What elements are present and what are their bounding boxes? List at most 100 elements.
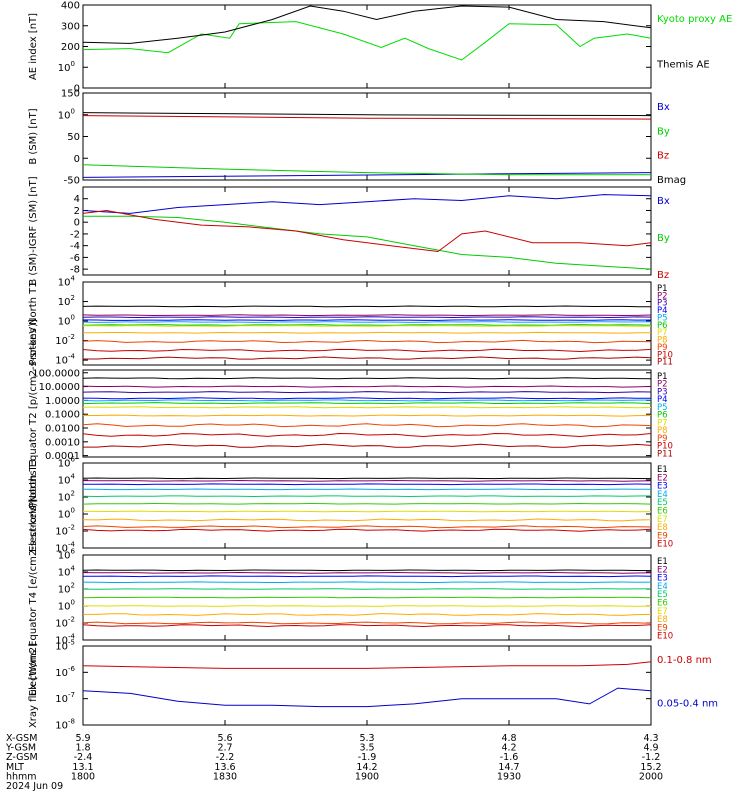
y-tick-label: 150 [61, 89, 80, 100]
legend-entry: P7 [657, 418, 668, 428]
ephemeris-value: -1.9 [358, 752, 377, 763]
legend-entry: P11 [657, 449, 673, 459]
ephemeris-row-label: Z-GSM [6, 752, 38, 763]
series-line [82, 525, 652, 529]
legend-entry: Bx [657, 196, 670, 207]
y-tick-label: 0.1000 [45, 410, 80, 421]
series-line [82, 319, 652, 321]
ephemeris-value: 5.3 [359, 733, 374, 744]
y-tick-label: 200 [61, 42, 80, 53]
series-line [83, 356, 652, 360]
y-axis-label: B (SM) [nT] [28, 108, 39, 164]
series-line [82, 209, 652, 253]
legend-entry: P8 [657, 426, 668, 436]
ephemeris-value: 3.5 [359, 743, 374, 754]
y-tick-label: 100 [58, 507, 75, 521]
legend-entry: E1 [657, 557, 668, 567]
y-tick-label: 1.0000 [45, 396, 80, 407]
legend-entry: E10 [657, 540, 673, 550]
legend-entry: E7 [657, 515, 668, 525]
y-tick-label: -4 [70, 241, 80, 252]
ephemeris-value: 5.6 [217, 733, 232, 744]
y-tick-label: 10-6 [55, 665, 75, 679]
y-tick-label: 102 [58, 582, 75, 596]
series-line [82, 483, 652, 486]
legend-entry: By [657, 126, 670, 137]
date-label: 2024 Jun 09 [6, 781, 63, 792]
legend-entry: P2 [657, 380, 668, 390]
series-line [82, 624, 652, 628]
y-tick-label: 100 [58, 599, 75, 613]
y-tick-label: 102 [58, 294, 75, 308]
y-tick-label: 0.0010 [45, 437, 80, 448]
series-line [82, 479, 652, 482]
y-tick-label: 104 [58, 275, 76, 289]
y-tick-label: 10-5 [55, 639, 75, 653]
y-tick-label: 104 [58, 473, 76, 487]
y-tick-label: 10.0000 [39, 382, 80, 393]
y-tick-label: 10-8 [55, 718, 75, 732]
legend-entry: P3 [657, 387, 668, 397]
series-line [82, 621, 652, 625]
y-tick-label: 100.0000 [32, 368, 80, 379]
y-tick-label: 10-4 [55, 353, 75, 367]
series-line [82, 112, 652, 117]
y-tick-label: 10-2 [55, 524, 75, 538]
y-tick-label: 0.0100 [45, 424, 80, 435]
ephemeris-value: 14.7 [498, 762, 519, 773]
legend-entry: E5 [657, 498, 668, 508]
legend-entry: E8 [657, 523, 668, 533]
legend-entry: Themis AE [656, 60, 710, 71]
y-tick-label: 102 [58, 490, 75, 504]
legend-entry: E4 [657, 582, 668, 592]
legend-entry: P11 [657, 358, 673, 368]
series-line [82, 377, 652, 380]
y-tick-label: 10-4 [55, 541, 75, 555]
panel-3: -8-6-4-2024 B (SM)-IGRF (SM) [nT] Bx By Bz [28, 176, 670, 285]
series-line [82, 391, 652, 394]
legend-entry: P6 [657, 321, 668, 331]
legend-entry: By [657, 233, 670, 244]
series-line [82, 385, 652, 388]
y-tick-label: 4 [74, 194, 80, 205]
series-line [83, 605, 652, 607]
ephemeris-row-label: hhmm [6, 771, 37, 782]
legend-entry: E9 [657, 531, 668, 541]
panel-frame [82, 645, 652, 726]
y-tick-label: 0.0001 [45, 451, 80, 462]
series-line [82, 575, 652, 578]
legend-entry: P1 [657, 284, 668, 294]
series-line [82, 510, 652, 513]
y-tick-label: 106 [58, 548, 76, 562]
series-line [82, 172, 652, 178]
y-tick-label: 10-4 [55, 633, 75, 647]
y-tick-label: 0 [74, 84, 80, 95]
panel-8: 10-8 10-7 10-6 10-5 Xray flux [W/m2] 0.1-0.8 … [28, 639, 718, 732]
legend-entry: P10 [657, 350, 673, 360]
y-tick-label: 50 [67, 132, 80, 143]
series-line [82, 324, 652, 326]
series-line [82, 588, 652, 590]
y-tick-label: -50 [64, 176, 80, 187]
y-axis-label: B (SM)-IGRF (SM) [nT] [28, 176, 39, 285]
y-axis-label: AE index [nT] [28, 13, 39, 80]
series-line [82, 348, 652, 353]
legend-entry: P5 [657, 403, 668, 413]
legend-entry: E8 [657, 615, 668, 625]
series-line [82, 314, 652, 317]
series-line [82, 495, 652, 498]
legend-entry: Kyoto proxy AE [657, 14, 732, 25]
legend-entry: Bz [657, 270, 669, 281]
legend-entry: E2 [657, 473, 668, 483]
panel-5: 0.0001 0.0010 0.0100 0.1000 1.0000 10.0000 100… [28, 319, 673, 508]
y-tick-label: 0 [74, 154, 80, 165]
series-line [82, 321, 652, 323]
legend-entry: P5 [657, 313, 668, 323]
series-line [82, 518, 652, 522]
ephemeris-table: X-GSM 5.9 5.6 5.3 4.8 4.3 Y-GSM 1.8 2.7 3.5 4.2 4.9… [5, 733, 663, 792]
ephemeris-value: -2.4 [74, 752, 93, 763]
legend-entry: 0.1-0.8 nm [657, 655, 712, 666]
series-line [82, 164, 651, 176]
legend-entry: P4 [657, 395, 668, 405]
series-line [82, 661, 652, 669]
